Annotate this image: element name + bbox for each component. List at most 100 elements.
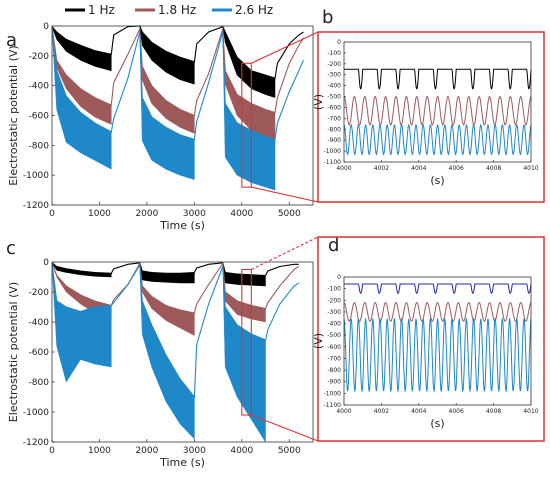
wave-1-8-hz-d (343, 301, 532, 322)
y-tick-label-c: -1000 (23, 408, 49, 418)
x-tick-label-a: 5000 (278, 209, 301, 219)
y-tick-label-c: -400 (29, 318, 50, 328)
x-axis-label-b: (s) (430, 174, 444, 187)
y-tick-label-c: 0 (43, 258, 49, 268)
line-1-hz-c (51, 262, 299, 277)
x-tick-label-b: 4004 (411, 165, 426, 172)
y-tick-label-b: -500 (327, 94, 341, 101)
x-tick-label-a: 0 (49, 209, 55, 219)
x-tick-label-c: 5000 (278, 446, 301, 456)
y-tick-label-d: -300 (327, 309, 341, 316)
panel-b-zoom-chart: 4000 4002 4004 4006 4008 4010 0 -100 -200 -300 -40… (312, 31, 545, 203)
y-tick-label-d: -800 (327, 367, 341, 374)
x-tick-label-c: 2000 (135, 446, 158, 456)
x-tick-label-d: 4000 (336, 408, 351, 415)
x-tick-label-a: 2000 (135, 209, 158, 219)
wave-2-6-hz-d (343, 316, 532, 393)
band-1-hz-a-1 (139, 25, 195, 85)
connector-a-bottom (251, 186, 319, 203)
y-tick-label-b: -700 (327, 115, 341, 122)
y-axis-label-b: (V) (312, 94, 325, 110)
legend-label-2-6hz: 2.6 Hz (235, 3, 273, 17)
y-tick-label-a: -200 (29, 52, 50, 62)
y-tick-label-c: -1200 (23, 438, 49, 448)
x-tick-label-a: 3000 (183, 209, 206, 219)
y-tick-label-c: -800 (29, 378, 50, 388)
band-2-6-hz-c-2 (222, 266, 266, 443)
x-tick-label-c: 4000 (230, 446, 253, 456)
band-1-hz-a-0 (51, 26, 112, 72)
legend-label-1-8hz: 1.8 Hz (158, 3, 196, 17)
y-tick-label-a: -1200 (23, 201, 49, 211)
x-tick-label-d: 4010 (523, 408, 538, 415)
wave-1-8-hz-b (343, 95, 532, 126)
x-tick-label-b: 4008 (486, 165, 501, 172)
x-tick-label-d: 4002 (374, 408, 389, 415)
y-tick-label-b: -300 (327, 72, 341, 79)
y-tick-label-d: -700 (327, 355, 341, 362)
connector-a-top (251, 31, 319, 64)
x-tick-label-d: 4004 (411, 408, 426, 415)
y-tick-label-b: -400 (327, 83, 341, 90)
y-tick-label-b: -900 (327, 137, 341, 144)
line-1-8-hz-c (51, 261, 300, 314)
y-tick-label-b: -100 (327, 50, 341, 57)
y-axis-label-a: Electrostatic potential (V) (7, 45, 20, 185)
panel-c-main-chart: 0 1000 2000 3000 4000 5000 0 -200 -400 -600 -800 -1… (7, 258, 314, 469)
y-tick-label-a: 0 (43, 22, 49, 32)
y-tick-label-d: -600 (327, 344, 341, 351)
plot-area-b (343, 41, 532, 163)
y-tick-label-b: -1100 (324, 159, 342, 166)
y-tick-label-b: 0 (337, 39, 341, 46)
panel-letter-c: c (6, 238, 16, 259)
band-2-6-hz-c-1 (139, 264, 195, 440)
y-tick-label-d: -500 (327, 332, 341, 339)
y-tick-label-b: -1000 (324, 148, 342, 155)
panel-letter-b: b (322, 7, 333, 28)
plot-area-d (343, 276, 532, 406)
zoom-frame-b (317, 31, 545, 203)
wave-2-6-hz-b (343, 123, 532, 156)
y-tick-label-d: -900 (327, 379, 341, 386)
x-axis-label-c: Time (s) (159, 456, 205, 469)
y-axis-label-d: (V) (312, 333, 325, 349)
x-tick-label-d: 4006 (449, 408, 464, 415)
y-tick-label-c: -600 (29, 348, 50, 358)
y-tick-label-a: -400 (29, 82, 50, 92)
panel-d-zoom-chart: 4000 4002 4004 4006 4008 4010 0 -100 -200 -300 -40… (312, 236, 545, 442)
legend: 1 Hz 1.8 Hz 2.6 Hz (65, 3, 273, 17)
x-tick-label-b: 4002 (374, 165, 389, 172)
wave-1-hz-b (344, 68, 532, 90)
zoom-connectors (251, 31, 319, 442)
y-tick-label-a: -800 (29, 141, 50, 151)
line-2-6-hz-a (51, 27, 305, 141)
x-tick-label-c: 1000 (88, 446, 111, 456)
x-tick-label-b: 4010 (523, 165, 538, 172)
band-1-hz-c-0 (51, 262, 112, 278)
connector-c-bottom (251, 414, 319, 442)
x-axis-label-a: Time (s) (159, 219, 205, 232)
y-tick-label-d: -100 (327, 286, 341, 293)
y-tick-label-d: -1000 (324, 390, 342, 397)
line-1-8-hz-a (51, 26, 304, 117)
y-tick-label-b: -800 (327, 126, 341, 133)
line-2-6-hz-c (51, 263, 300, 399)
zoom-frame-d (317, 236, 545, 442)
y-axis-label-c: Electrostatic potential (V) (7, 282, 20, 422)
y-tick-label-d: -1100 (324, 402, 342, 409)
x-axis-label-d: (s) (430, 417, 444, 430)
y-tick-label-a: -1000 (23, 171, 49, 181)
y-tick-label-d: 0 (337, 274, 341, 281)
wave-1-hz-d (344, 283, 532, 294)
x-tick-label-b: 4006 (449, 165, 464, 172)
panel-letter-a: a (6, 30, 17, 51)
x-tick-label-c: 3000 (183, 446, 206, 456)
line-1-hz-a (51, 25, 304, 79)
x-tick-label-b: 4000 (336, 165, 351, 172)
y-tick-label-d: -400 (327, 321, 341, 328)
x-tick-label-c: 0 (49, 446, 55, 456)
y-tick-label-b: -600 (327, 104, 341, 111)
x-tick-label-a: 4000 (230, 209, 253, 219)
zoom-window-c (241, 268, 252, 416)
